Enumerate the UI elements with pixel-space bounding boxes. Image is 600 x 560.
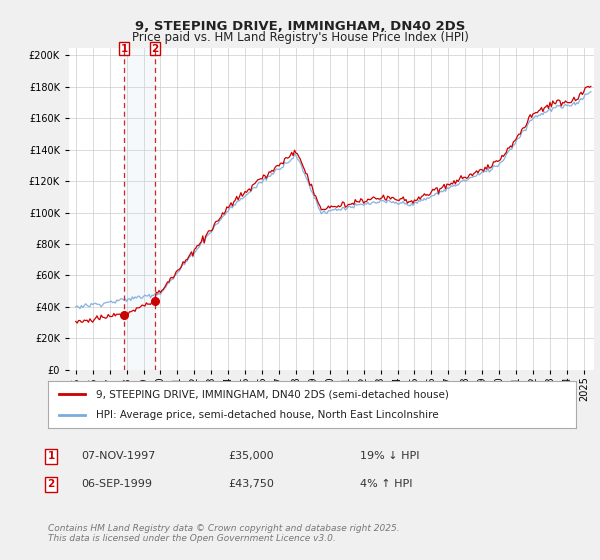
Text: 1: 1 <box>47 451 55 461</box>
Bar <box>124 48 155 370</box>
Text: £35,000: £35,000 <box>228 451 274 461</box>
Text: 07-NOV-1997: 07-NOV-1997 <box>81 451 155 461</box>
Text: 06-SEP-1999: 06-SEP-1999 <box>81 479 152 489</box>
Text: HPI: Average price, semi-detached house, North East Lincolnshire: HPI: Average price, semi-detached house,… <box>95 410 438 420</box>
Text: 19% ↓ HPI: 19% ↓ HPI <box>360 451 419 461</box>
Text: 4% ↑ HPI: 4% ↑ HPI <box>360 479 413 489</box>
Text: Contains HM Land Registry data © Crown copyright and database right 2025.
This d: Contains HM Land Registry data © Crown c… <box>48 524 400 543</box>
Text: Price paid vs. HM Land Registry's House Price Index (HPI): Price paid vs. HM Land Registry's House … <box>131 31 469 44</box>
Text: 1: 1 <box>121 44 128 54</box>
Text: 2: 2 <box>151 44 158 54</box>
Text: £43,750: £43,750 <box>228 479 274 489</box>
Text: 2: 2 <box>47 479 55 489</box>
Text: 9, STEEPING DRIVE, IMMINGHAM, DN40 2DS: 9, STEEPING DRIVE, IMMINGHAM, DN40 2DS <box>135 20 465 32</box>
Text: 9, STEEPING DRIVE, IMMINGHAM, DN40 2DS (semi-detached house): 9, STEEPING DRIVE, IMMINGHAM, DN40 2DS (… <box>95 389 448 399</box>
